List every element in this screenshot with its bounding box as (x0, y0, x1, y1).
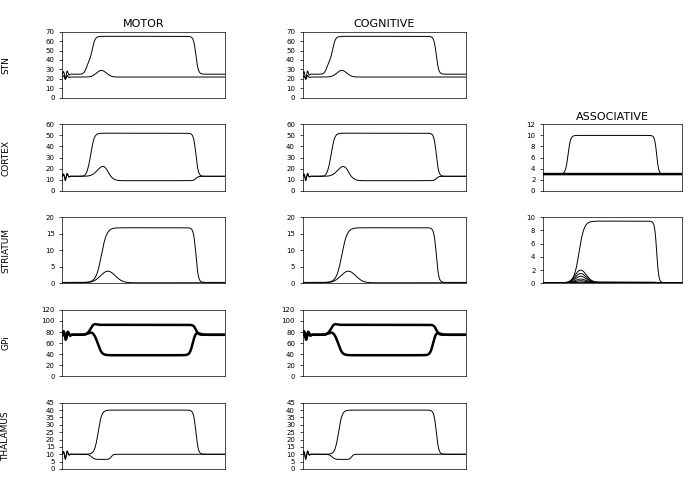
Title: COGNITIVE: COGNITIVE (354, 19, 415, 30)
Text: STN: STN (1, 56, 10, 74)
Text: STRIATUM: STRIATUM (1, 228, 10, 273)
Title: MOTOR: MOTOR (123, 19, 165, 30)
Text: GPi: GPi (1, 336, 10, 350)
Title: ASSOCIATIVE: ASSOCIATIVE (576, 112, 649, 122)
Text: THALAMUS: THALAMUS (1, 411, 10, 461)
Text: CORTEX: CORTEX (1, 139, 10, 175)
